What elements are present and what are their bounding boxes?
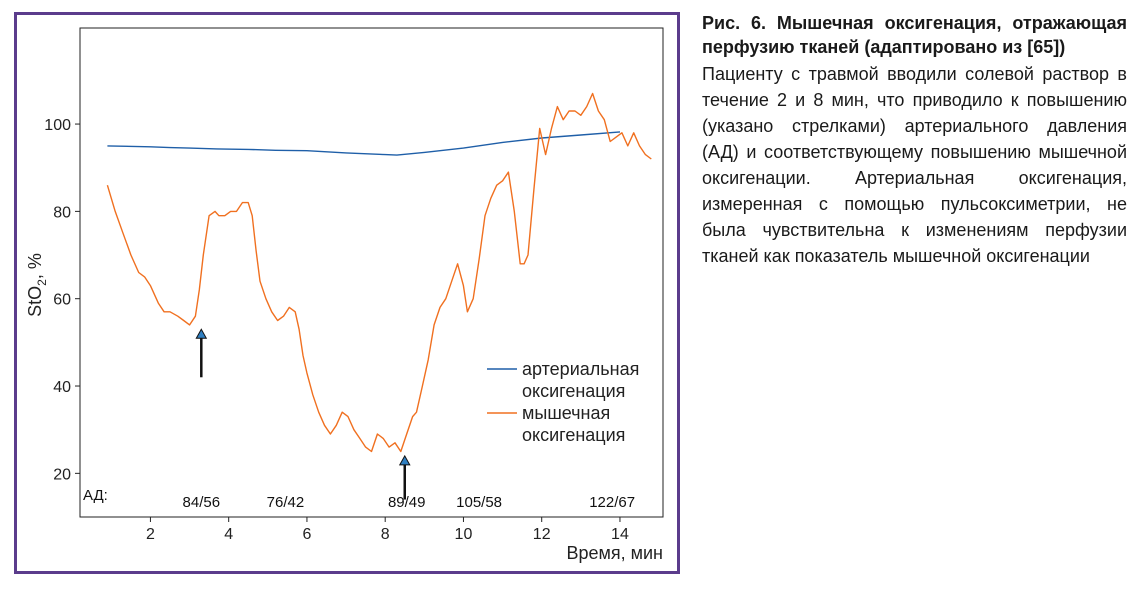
y-axis-title-suffix: , % [25, 253, 45, 279]
x-tick-label: 6 [302, 526, 311, 543]
legend-label-arterial-line2: оксигенация [522, 381, 625, 401]
y-tick-label: 100 [44, 117, 71, 134]
figure-caption: Рис. 6. Мышечная оксигенация, отражающая… [702, 12, 1127, 269]
bp-labels: АД: 84/56 76/42 89/49 105/58 122/67 [83, 487, 635, 511]
caption-title: Рис. 6. Мышечная оксигенация, отражающая… [702, 13, 1127, 57]
arterial-oxygenation-line [107, 131, 621, 156]
x-tick-label: 2 [146, 526, 155, 543]
bp-value: 105/58 [456, 494, 502, 511]
caption-body: Пациенту с травмой вводили солевой раств… [702, 64, 1127, 266]
y-tick-label: 40 [53, 379, 71, 396]
legend: артериальная оксигенация мышечная оксиге… [487, 359, 639, 445]
y-tick-label: 20 [53, 466, 71, 483]
y-axis-title-main: StO [25, 286, 45, 317]
bp-increase-arrow-head [195, 328, 208, 339]
series-layer [106, 92, 652, 453]
axes: 2 4 6 8 10 12 14 20 40 60 80 100 [44, 27, 664, 543]
bp-value: 89/49 [388, 494, 426, 511]
legend-label-muscle-line1: мышечная [522, 403, 610, 423]
bp-increase-arrow-head [398, 454, 411, 466]
x-tick-label: 14 [611, 526, 629, 543]
chart: 2 4 6 8 10 12 14 20 40 60 80 100 АД: 84/56 76/42 89/4… [25, 27, 664, 563]
bp-value: 84/56 [183, 494, 221, 511]
x-tick-label: 12 [533, 526, 551, 543]
bp-value: 122/67 [589, 494, 635, 511]
y-axis-title-sub: 2 [35, 279, 49, 286]
x-axis-title: Время, мин [566, 543, 663, 563]
x-tick-label: 8 [381, 526, 390, 543]
figure-frame: 2 4 6 8 10 12 14 20 40 60 80 100 АД: 84/56 76/42 89/4… [14, 12, 680, 574]
x-tick-label: 10 [455, 526, 473, 543]
plot-area-border [79, 27, 664, 518]
y-axis-title: StO2, % [25, 253, 49, 317]
x-tick-label: 4 [224, 526, 233, 543]
y-tick-label: 60 [53, 292, 71, 309]
legend-label-muscle-line2: оксигенация [522, 425, 625, 445]
bp-value: 76/42 [267, 494, 305, 511]
legend-label-arterial-line1: артериальная [522, 359, 639, 379]
arrows-layer [195, 328, 411, 500]
muscle-oxygenation-line [106, 92, 652, 453]
y-tick-label: 80 [53, 204, 71, 221]
bp-label: АД: [83, 487, 108, 504]
